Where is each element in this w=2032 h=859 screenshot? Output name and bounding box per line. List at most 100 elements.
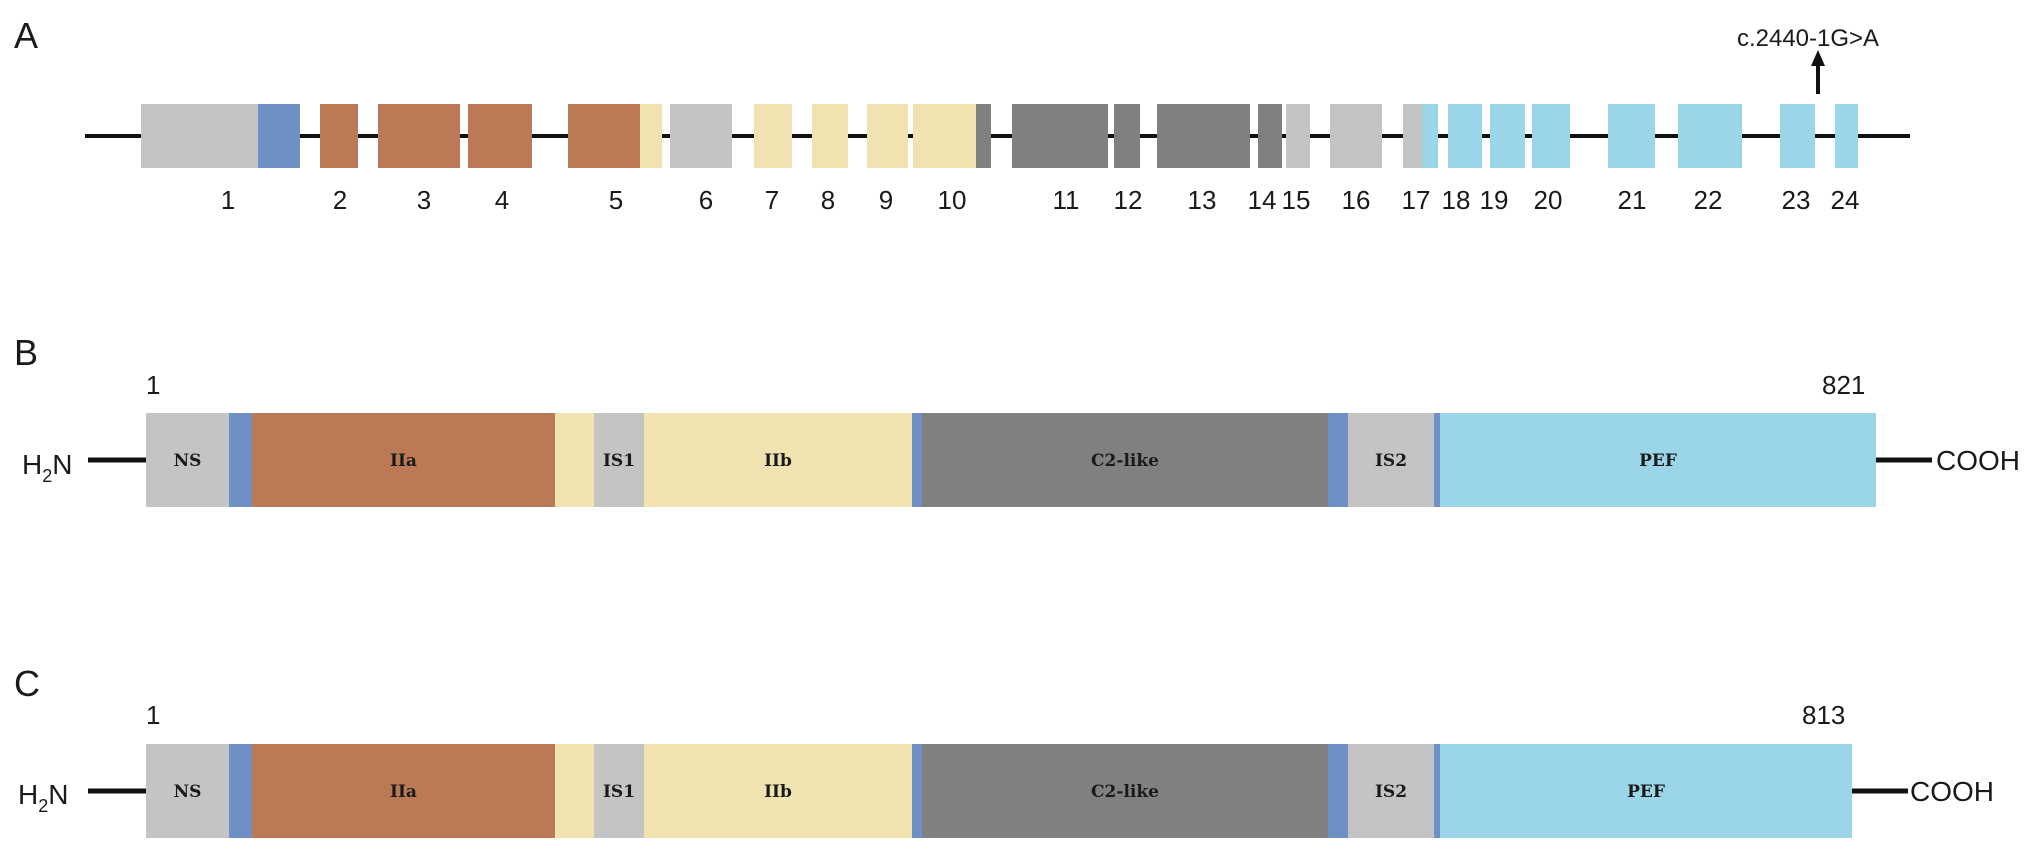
exon-block [258, 104, 300, 168]
domain-label: IS2 [1375, 782, 1407, 802]
exon-number-label: 19 [1480, 185, 1509, 215]
exon-block [640, 104, 662, 168]
mutation-arrow-head [1811, 50, 1825, 66]
exon-block [1157, 104, 1250, 168]
domain-is1 [594, 744, 644, 838]
domain-iib [644, 744, 912, 838]
domain-label: C2-like [1091, 451, 1159, 471]
exon-block [1490, 104, 1525, 168]
panel-b-c-terminus: COOH [1936, 445, 2020, 476]
linker-segment [555, 744, 594, 838]
exon-number-label: 6 [699, 185, 713, 215]
exon-block [1780, 104, 1815, 168]
exon-number-label: 21 [1618, 185, 1647, 215]
panel-c-c-terminus: COOH [1910, 776, 1994, 807]
exon-number-label: 12 [1114, 185, 1143, 215]
exon-number-label: 10 [938, 185, 967, 215]
exon-block [1678, 104, 1742, 168]
panel-c-letter: C [14, 663, 40, 704]
exon-block [1422, 104, 1438, 168]
panel-b-start-label: 1 [146, 370, 160, 400]
panel-c-end-label: 813 [1802, 700, 1845, 730]
exon-number-label: 7 [765, 185, 779, 215]
exon-number-label: 3 [417, 185, 431, 215]
panel-b: B 1 821 H2N NS IIa IS1 IIb C2-like IS2 PEF COO… [14, 332, 2020, 507]
domain-label: PEF [1627, 782, 1665, 802]
linker-segment [555, 413, 594, 507]
exon-number-label: 9 [879, 185, 893, 215]
linker-segment [1434, 744, 1440, 838]
exon-block [1608, 104, 1655, 168]
panel-b-end-label: 821 [1822, 370, 1865, 400]
domain-label: IS1 [603, 782, 635, 802]
linker-segment [912, 413, 922, 507]
domain-c2-like [922, 744, 1328, 838]
exon-number-label: 5 [609, 185, 623, 215]
exon-block [320, 104, 358, 168]
exon-number-label: 11 [1053, 185, 1080, 215]
domain-label: C2-like [1091, 782, 1159, 802]
domain-iia [252, 413, 555, 507]
exon-block [1286, 104, 1310, 168]
exon-block [1448, 104, 1482, 168]
exon-block [1258, 104, 1282, 168]
linker-segment [229, 413, 252, 507]
exon-number-label: 8 [821, 185, 835, 215]
exon-number-label: 4 [495, 185, 509, 215]
domain-label: IS2 [1375, 451, 1407, 471]
exon-number-label: 17 [1402, 185, 1431, 215]
linker-segment [1434, 413, 1440, 507]
mutation-label: c.2440-1G>A [1737, 25, 1879, 52]
domain-ns [146, 413, 229, 507]
exon-block [1114, 104, 1140, 168]
domain-label: IIb [764, 451, 792, 471]
exon-number-label: 2 [333, 185, 347, 215]
exon-number-label: 16 [1342, 185, 1371, 215]
domain-pef [1440, 744, 1852, 838]
exon-number-label: 22 [1694, 185, 1723, 215]
domain-label: IIa [390, 451, 417, 471]
exon-block [378, 104, 460, 168]
exon-block [1403, 104, 1422, 168]
domain-is2 [1348, 744, 1434, 838]
exon-blocks [141, 104, 1858, 168]
linker-segment [229, 744, 252, 838]
exon-block [976, 104, 991, 168]
exon-number-label: 20 [1534, 185, 1563, 215]
domain-label: IIa [390, 782, 417, 802]
exon-number-label: 14 [1248, 185, 1277, 215]
domain-is1 [594, 413, 644, 507]
exon-block [141, 104, 258, 168]
domain-iia [252, 744, 555, 838]
panel-c-n-terminus: H2N [18, 779, 68, 816]
linker-segment [1328, 744, 1348, 838]
exon-number-label: 13 [1188, 185, 1217, 215]
panel-c: C 1 813 H2N NS IIa IS1 IIb C2-like IS2 PEF COO… [14, 663, 1994, 838]
exon-block [1330, 104, 1382, 168]
domain-ns [146, 744, 229, 838]
exon-block [1835, 104, 1858, 168]
exon-number-label: 15 [1282, 185, 1311, 215]
domain-label: IS1 [603, 451, 635, 471]
linker-segment [912, 744, 922, 838]
exon-block [568, 104, 640, 168]
domain-c2-like [922, 413, 1328, 507]
panel-b-n-terminus: H2N [22, 449, 72, 486]
panel-c-domain-bar: NS IIa IS1 IIb C2-like IS2 PEF [146, 744, 1852, 838]
exon-number-label: 23 [1782, 185, 1811, 215]
panel-a-letter: A [14, 15, 38, 56]
domain-label: PEF [1639, 451, 1677, 471]
exon-number-label: 18 [1442, 185, 1471, 215]
domain-label: NS [174, 782, 202, 802]
domain-label: NS [174, 451, 202, 471]
exon-block [754, 104, 792, 168]
exon-block [670, 104, 732, 168]
linker-segment [1328, 413, 1348, 507]
panel-a: A 1 2 3 4 5 6 7 8 9 10 11 12 13 14 15 16 17 18 19 20 21 22 23 2… [14, 15, 1910, 215]
exon-number-label: 24 [1831, 185, 1860, 215]
exon-number-label: 1 [221, 185, 235, 215]
panel-b-letter: B [14, 332, 38, 373]
exon-block [812, 104, 848, 168]
